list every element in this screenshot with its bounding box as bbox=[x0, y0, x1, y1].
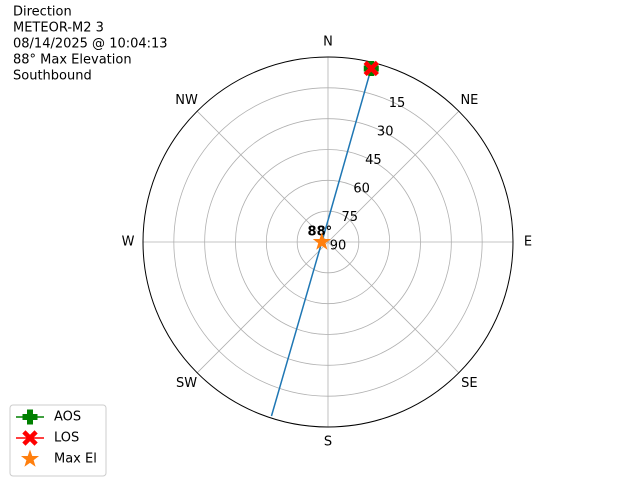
theta-tick-label: N bbox=[323, 35, 333, 50]
r-tick-label: 30 bbox=[377, 125, 394, 140]
data-point bbox=[312, 232, 331, 250]
theta-tick-label: NW bbox=[175, 93, 198, 108]
r-tick-label: 90 bbox=[330, 239, 347, 254]
title-line: Direction bbox=[13, 5, 72, 20]
legend-label: AOS bbox=[54, 410, 81, 425]
theta-tick-label: E bbox=[524, 235, 532, 250]
theta-tick-label: S bbox=[324, 435, 332, 450]
legend-marker bbox=[22, 430, 38, 446]
grid-spoke bbox=[327, 241, 460, 374]
title-line: METEOR-M2 3 bbox=[13, 21, 104, 36]
polar-spine bbox=[142, 56, 514, 428]
theta-tick-label: NE bbox=[460, 93, 478, 108]
r-tick-label: 45 bbox=[365, 153, 382, 168]
r-tick-label: 60 bbox=[353, 182, 370, 197]
legend-label: LOS bbox=[54, 431, 79, 446]
r-tick-label: 75 bbox=[342, 210, 359, 225]
grid-spoke bbox=[327, 110, 460, 243]
title-line: 88° Max Elevation bbox=[13, 53, 132, 68]
grid-spoke bbox=[196, 241, 329, 374]
theta-tick-label: W bbox=[122, 235, 135, 250]
title-line: Southbound bbox=[13, 69, 92, 84]
theta-tick-label: SW bbox=[176, 376, 197, 391]
theta-tick-label: SE bbox=[461, 376, 477, 391]
legend-label: Max El bbox=[54, 452, 97, 467]
r-tick-label: 15 bbox=[389, 96, 406, 111]
data-point bbox=[363, 60, 379, 77]
legend-marker bbox=[20, 449, 40, 467]
title-line: 08/14/2025 @ 10:04:13 bbox=[13, 37, 168, 52]
annotation: 88° bbox=[308, 225, 333, 240]
legend-marker bbox=[22, 409, 38, 425]
grid-spoke bbox=[196, 110, 329, 243]
